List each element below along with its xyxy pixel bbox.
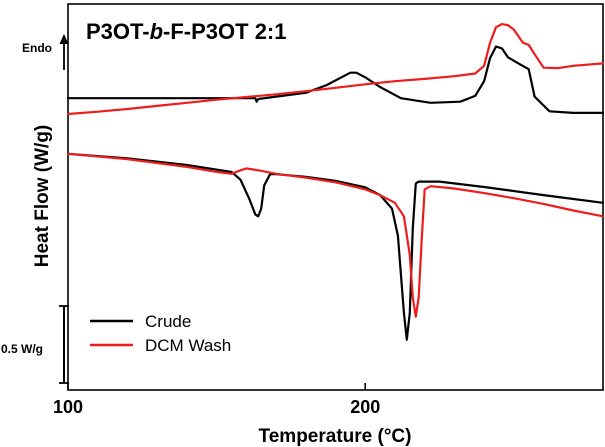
legend: Crude DCM Wash <box>90 312 231 355</box>
series-dcm-wash-heating-line <box>66 23 605 116</box>
curves <box>66 23 605 341</box>
x-axis-label: Temperature (°C) <box>259 426 412 447</box>
series-crude-heating-line <box>66 45 605 114</box>
scale-bar-label: 0.5 W/g <box>1 342 43 356</box>
x-tick-label-100: 100 <box>53 397 83 417</box>
chart-title-part-1: P3OT- <box>86 19 150 44</box>
chart-title: P3OT-b-F-P3OT 2:1 <box>86 19 287 44</box>
x-tick-label-200: 200 <box>350 397 380 417</box>
legend-label-crude: Crude <box>145 312 191 331</box>
endo-arrowhead-icon <box>59 34 69 44</box>
legend-label-dcm-wash: DCM Wash <box>145 336 231 355</box>
series-dcm-wash-cooling-line <box>66 152 605 318</box>
plot-frame <box>67 3 604 391</box>
chart-title-part-2: b <box>150 19 163 44</box>
endo-label: Endo <box>22 41 52 55</box>
series-crude-cooling-line <box>66 152 605 341</box>
y-axis-label: Heat Flow (W/g) <box>32 125 53 267</box>
x-axis-ticks: 100 200 <box>53 383 380 417</box>
chart-title-part-3: -F-P3OT 2:1 <box>163 19 286 44</box>
